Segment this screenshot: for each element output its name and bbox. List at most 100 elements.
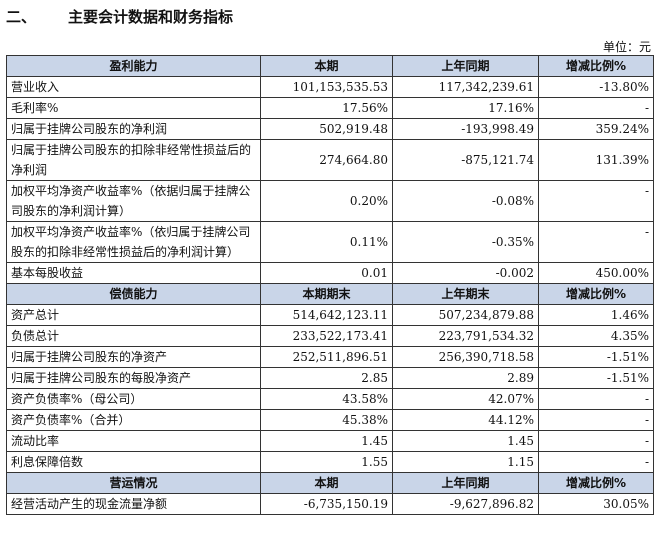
change-percent: - bbox=[538, 180, 654, 222]
change-percent: - bbox=[538, 451, 654, 473]
change-percent: - bbox=[538, 97, 654, 119]
column-header: 本期期末 bbox=[260, 283, 393, 305]
current-value: 1.55 bbox=[260, 451, 393, 473]
current-value: 1.45 bbox=[260, 430, 393, 452]
current-value: 0.01 bbox=[260, 262, 393, 284]
row-label: 归属于挂牌公司股东的扣除非经常性损益后的净利润 bbox=[6, 139, 261, 181]
change-percent: - bbox=[538, 409, 654, 431]
current-value: 101,153,535.53 bbox=[260, 76, 393, 98]
current-value: -6,735,150.19 bbox=[260, 493, 393, 515]
previous-value: 17.16% bbox=[392, 97, 539, 119]
table-row: 加权平均净资产收益率%（依归属于挂牌公司股东的扣除非经常性损益后的净利润计算） … bbox=[6, 221, 654, 263]
previous-value: -9,627,896.82 bbox=[392, 493, 539, 515]
table-row: 流动比率 1.45 1.45 - bbox=[6, 430, 654, 452]
current-value: 274,664.80 bbox=[260, 139, 393, 181]
current-value: 502,919.48 bbox=[260, 118, 393, 140]
section-title: 主要会计数据和财务指标 bbox=[68, 8, 234, 26]
column-header: 增减比例% bbox=[538, 283, 654, 305]
current-value: 2.85 bbox=[260, 367, 393, 389]
column-header: 上年同期 bbox=[392, 55, 539, 77]
column-header: 上年同期 bbox=[392, 472, 539, 494]
row-label: 毛利率% bbox=[6, 97, 261, 119]
column-header: 偿债能力 bbox=[6, 283, 261, 305]
change-percent: -1.51% bbox=[538, 367, 654, 389]
column-header: 营运情况 bbox=[6, 472, 261, 494]
table-row: 资产负债率%（合并） 45.38% 44.12% - bbox=[6, 409, 654, 431]
table-row: 归属于挂牌公司股东的扣除非经常性损益后的净利润 274,664.80 -875,… bbox=[6, 139, 654, 181]
row-label: 归属于挂牌公司股东的净资产 bbox=[6, 346, 261, 368]
row-label: 营业收入 bbox=[6, 76, 261, 98]
previous-value: 44.12% bbox=[392, 409, 539, 431]
current-value: 252,511,896.51 bbox=[260, 346, 393, 368]
table-row: 营业收入 101,153,535.53 117,342,239.61 -13.8… bbox=[6, 76, 654, 98]
column-header: 增减比例% bbox=[538, 472, 654, 494]
current-value: 43.58% bbox=[260, 388, 393, 410]
table-row: 归属于挂牌公司股东的每股净资产 2.85 2.89 -1.51% bbox=[6, 367, 654, 389]
row-label: 归属于挂牌公司股东的净利润 bbox=[6, 118, 261, 140]
column-header: 盈利能力 bbox=[6, 55, 261, 77]
previous-value: 507,234,879.88 bbox=[392, 304, 539, 326]
change-percent: 4.35% bbox=[538, 325, 654, 347]
change-percent: - bbox=[538, 388, 654, 410]
row-label: 负债总计 bbox=[6, 325, 261, 347]
table-header-row: 偿债能力 本期期末 上年期末 增减比例% bbox=[6, 283, 654, 305]
table-row: 负债总计 233,522,173.41 223,791,534.32 4.35% bbox=[6, 325, 654, 347]
current-value: 0.20% bbox=[260, 180, 393, 222]
row-label: 加权平均净资产收益率%（依归属于挂牌公司股东的扣除非经常性损益后的净利润计算） bbox=[6, 221, 261, 263]
previous-value: 1.15 bbox=[392, 451, 539, 473]
table-row: 毛利率% 17.56% 17.16% - bbox=[6, 97, 654, 119]
table-header-row: 盈利能力 本期 上年同期 增减比例% bbox=[6, 55, 654, 77]
table-row: 资产总计 514,642,123.11 507,234,879.88 1.46% bbox=[6, 304, 654, 326]
column-header: 本期 bbox=[260, 55, 393, 77]
current-value: 0.11% bbox=[260, 221, 393, 263]
previous-value: 2.89 bbox=[392, 367, 539, 389]
column-header: 增减比例% bbox=[538, 55, 654, 77]
previous-value: 256,390,718.58 bbox=[392, 346, 539, 368]
previous-value: -0.35% bbox=[392, 221, 539, 263]
current-value: 514,642,123.11 bbox=[260, 304, 393, 326]
previous-value: 1.45 bbox=[392, 430, 539, 452]
change-percent: -1.51% bbox=[538, 346, 654, 368]
table-row: 利息保障倍数 1.55 1.15 - bbox=[6, 451, 654, 473]
unit-label: 单位：元 bbox=[602, 40, 651, 54]
change-percent: 359.24% bbox=[538, 118, 654, 140]
table-row: 基本每股收益 0.01 -0.002 450.00% bbox=[6, 262, 654, 284]
previous-value: -0.08% bbox=[392, 180, 539, 222]
financial-indicators-table: 盈利能力 本期 上年同期 增减比例% 营业收入 101,153,535.53 1… bbox=[6, 55, 654, 515]
row-label: 资产总计 bbox=[6, 304, 261, 326]
row-label: 经营活动产生的现金流量净额 bbox=[6, 493, 261, 515]
change-percent: - bbox=[538, 221, 654, 263]
change-percent: 30.05% bbox=[538, 493, 654, 515]
table-row: 加权平均净资产收益率%（依据归属于挂牌公司股东的净利润计算） 0.20% -0.… bbox=[6, 180, 654, 222]
table-row: 经营活动产生的现金流量净额 -6,735,150.19 -9,627,896.8… bbox=[6, 493, 654, 515]
row-label: 利息保障倍数 bbox=[6, 451, 261, 473]
previous-value: -193,998.49 bbox=[392, 118, 539, 140]
previous-value: 223,791,534.32 bbox=[392, 325, 539, 347]
table-row: 归属于挂牌公司股东的净资产 252,511,896.51 256,390,718… bbox=[6, 346, 654, 368]
row-label: 加权平均净资产收益率%（依据归属于挂牌公司股东的净利润计算） bbox=[6, 180, 261, 222]
table-row: 归属于挂牌公司股东的净利润 502,919.48 -193,998.49 359… bbox=[6, 118, 654, 140]
change-percent: 450.00% bbox=[538, 262, 654, 284]
row-label: 流动比率 bbox=[6, 430, 261, 452]
previous-value: 117,342,239.61 bbox=[392, 76, 539, 98]
previous-value: -875,121.74 bbox=[392, 139, 539, 181]
column-header: 本期 bbox=[260, 472, 393, 494]
row-label: 归属于挂牌公司股东的每股净资产 bbox=[6, 367, 261, 389]
table-row: 资产负债率%（母公司） 43.58% 42.07% - bbox=[6, 388, 654, 410]
previous-value: -0.002 bbox=[392, 262, 539, 284]
previous-value: 42.07% bbox=[392, 388, 539, 410]
current-value: 45.38% bbox=[260, 409, 393, 431]
current-value: 17.56% bbox=[260, 97, 393, 119]
change-percent: 1.46% bbox=[538, 304, 654, 326]
section-number: 二、 bbox=[6, 8, 37, 26]
table-header-row: 营运情况 本期 上年同期 增减比例% bbox=[6, 472, 654, 494]
row-label: 资产负债率%（合并） bbox=[6, 409, 261, 431]
row-label: 基本每股收益 bbox=[6, 262, 261, 284]
row-label: 资产负债率%（母公司） bbox=[6, 388, 261, 410]
section-heading: 二、 主要会计数据和财务指标 bbox=[6, 6, 233, 28]
change-percent: -13.80% bbox=[538, 76, 654, 98]
change-percent: - bbox=[538, 430, 654, 452]
current-value: 233,522,173.41 bbox=[260, 325, 393, 347]
column-header: 上年期末 bbox=[392, 283, 539, 305]
change-percent: 131.39% bbox=[538, 139, 654, 181]
